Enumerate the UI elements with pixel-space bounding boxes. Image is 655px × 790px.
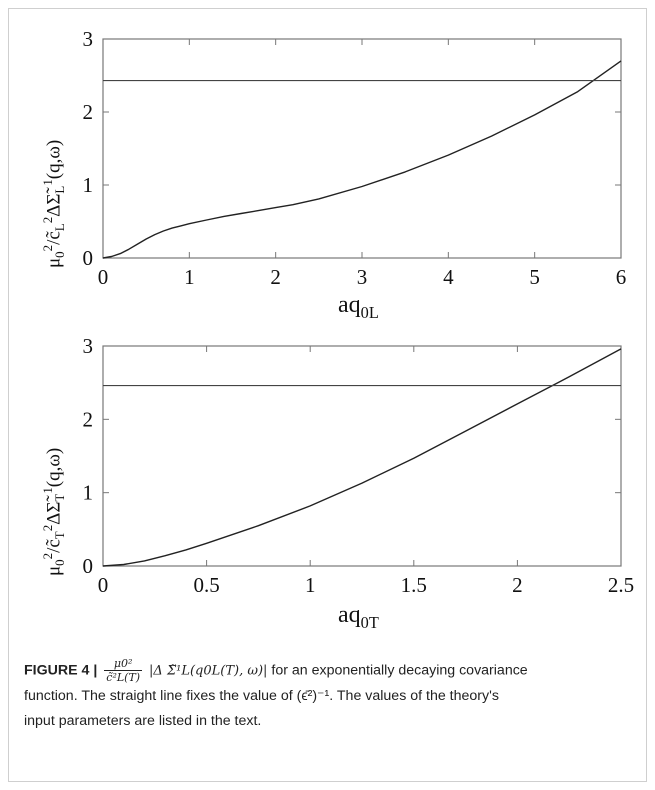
top-x-tick-label: 6 bbox=[616, 265, 627, 289]
caption-line2-text: function. The straight line fixes the va… bbox=[24, 688, 499, 704]
bottom-y-tick-label: 3 bbox=[83, 334, 94, 358]
top-x-tick-label: 0 bbox=[98, 265, 109, 289]
caption-line1-text: for an exponentially decaying covariance bbox=[271, 662, 528, 679]
top-curve-series bbox=[102, 60, 622, 259]
bottom-x-tick-label: 2 bbox=[512, 573, 523, 597]
bottom-x-tick-label: 1.5 bbox=[401, 573, 427, 597]
top-x-tick-label: 3 bbox=[357, 265, 368, 289]
bottom-curve-series bbox=[102, 348, 622, 567]
bottom-y-axis-label: μ02/c̃T2ΔΣ̃T1(q,ω) bbox=[40, 447, 68, 576]
caption-fraction-numerator: μ0² bbox=[104, 657, 143, 671]
figure-label: FIGURE 4 | bbox=[24, 662, 98, 679]
bottom-y-tick-label: 2 bbox=[83, 407, 94, 431]
figure-charts: 0 1 2 3 4 5 6 0 1 2 3 0 0.5 1 1.5 2 2.5 0 1 2 3 bbox=[83, 27, 635, 597]
bottom-x-tick-label: 0.5 bbox=[193, 573, 219, 597]
caption-line3-text: input parameters are listed in the text. bbox=[24, 713, 262, 729]
top-x-tick-label: 1 bbox=[184, 265, 195, 289]
caption-fraction-denominator: c̃²L(T) bbox=[106, 671, 141, 684]
caption-fraction: μ0² c̃²L(T) bbox=[104, 657, 143, 684]
top-y-tick-label: 1 bbox=[83, 173, 94, 197]
top-y-tick-label: 3 bbox=[83, 27, 94, 51]
bottom-y-tick-label: 1 bbox=[83, 481, 94, 505]
top-plot-frame bbox=[102, 38, 622, 259]
top-y-tick-label: 2 bbox=[83, 100, 94, 124]
top-x-tick-label: 2 bbox=[270, 265, 281, 289]
top-y-axis-label: μ02/c̃L2ΔΣ̃L1(q,ω) bbox=[40, 139, 68, 268]
caption-expression: |Δ Σ̃¹L(q0L(T), ω)| bbox=[149, 663, 268, 679]
figure-caption: FIGURE 4 | μ0² c̃²L(T) |Δ Σ̃¹L(q0L(T), ω… bbox=[24, 657, 632, 734]
bottom-y-tick-label: 0 bbox=[83, 554, 94, 578]
bottom-x-axis-label: aq0T bbox=[338, 602, 379, 632]
top-y-tick-label: 0 bbox=[83, 246, 94, 270]
top-x-tick-label: 5 bbox=[529, 265, 540, 289]
bottom-x-tick-label: 0 bbox=[98, 573, 109, 597]
top-x-axis-label: aq0L bbox=[338, 292, 379, 322]
bottom-plot-frame bbox=[102, 345, 622, 567]
figure-frame bbox=[8, 8, 647, 782]
top-x-tick-label: 4 bbox=[443, 265, 454, 289]
bottom-x-tick-label: 2.5 bbox=[608, 573, 634, 597]
bottom-x-tick-label: 1 bbox=[305, 573, 316, 597]
